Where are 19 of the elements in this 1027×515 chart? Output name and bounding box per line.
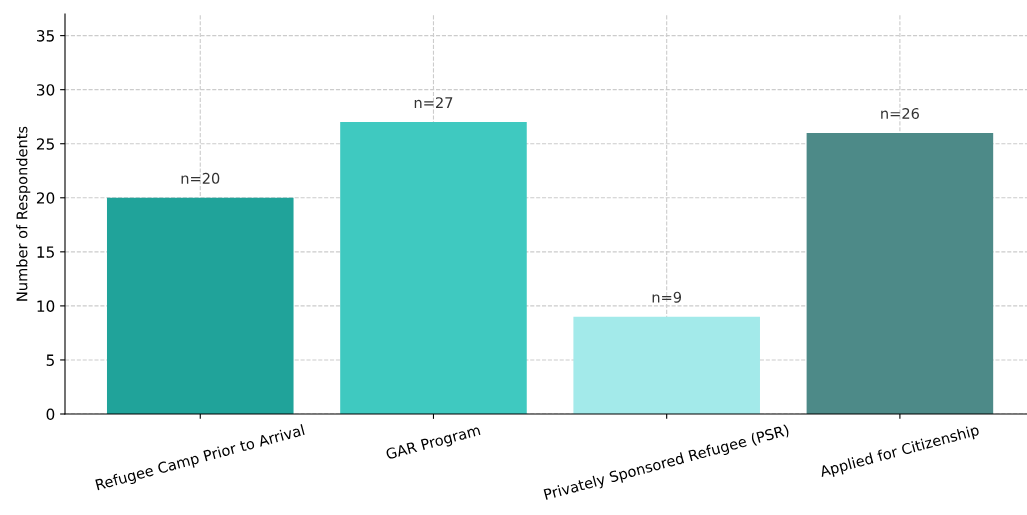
x-tick-label: GAR Program (385, 424, 482, 463)
data-label: n=9 (652, 291, 682, 303)
y-tick-label: 35 (37, 30, 54, 42)
y-tick-label: 30 (37, 84, 55, 96)
data-label: n=20 (181, 172, 220, 184)
y-tick-label: 20 (36, 192, 55, 204)
x-tick-label: Refugee Camp Prior to Arrival (95, 424, 306, 494)
bar (573, 316, 760, 414)
y-tick-label: 25 (36, 138, 54, 150)
bar (106, 197, 294, 414)
bar (340, 122, 527, 414)
y-tick-label: 10 (37, 300, 55, 312)
y-tick-label: 5 (46, 354, 54, 366)
y-axis-title: Number of Respondents (16, 126, 31, 301)
bar (806, 132, 994, 414)
data-label: n=27 (414, 97, 453, 108)
y-tick-label: 0 (46, 408, 55, 421)
data-label: n=26 (881, 107, 919, 119)
y-tick-label: 15 (37, 246, 54, 258)
